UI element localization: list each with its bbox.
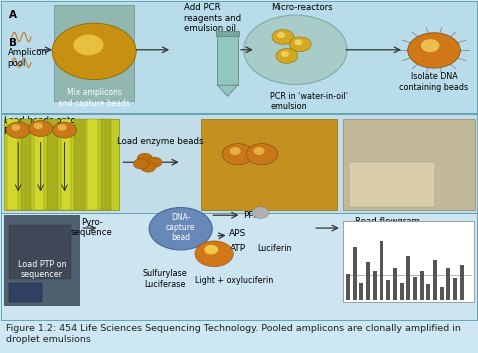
FancyBboxPatch shape — [1, 114, 477, 213]
FancyBboxPatch shape — [353, 247, 357, 300]
FancyBboxPatch shape — [386, 280, 390, 300]
Text: Pyro-
sequence: Pyro- sequence — [71, 218, 113, 237]
Text: APS: APS — [229, 229, 246, 238]
Text: Isolate DNA
containing beads: Isolate DNA containing beads — [400, 72, 468, 92]
Circle shape — [230, 148, 240, 154]
Circle shape — [29, 120, 53, 137]
FancyBboxPatch shape — [343, 119, 475, 210]
FancyBboxPatch shape — [34, 119, 44, 210]
FancyBboxPatch shape — [21, 119, 31, 210]
Circle shape — [133, 159, 149, 169]
Text: ATP: ATP — [229, 245, 246, 253]
FancyBboxPatch shape — [87, 119, 98, 210]
Text: Micro-reactors: Micro-reactors — [271, 2, 333, 12]
Circle shape — [12, 125, 20, 130]
Text: A: A — [9, 10, 17, 20]
FancyBboxPatch shape — [440, 287, 444, 300]
Circle shape — [137, 153, 152, 163]
FancyBboxPatch shape — [406, 256, 410, 300]
FancyBboxPatch shape — [47, 119, 58, 210]
FancyBboxPatch shape — [420, 271, 424, 300]
Circle shape — [149, 208, 212, 250]
Circle shape — [205, 245, 217, 254]
FancyBboxPatch shape — [349, 162, 435, 207]
Circle shape — [147, 157, 162, 167]
FancyBboxPatch shape — [54, 5, 134, 101]
Text: PCR in ‘water-in-oil’
emulsion: PCR in ‘water-in-oil’ emulsion — [270, 92, 348, 111]
FancyBboxPatch shape — [446, 268, 450, 300]
Circle shape — [276, 48, 298, 63]
Circle shape — [246, 144, 278, 165]
Text: Sulfurylase
Luciferase: Sulfurylase Luciferase — [142, 269, 187, 289]
Text: Add PCR
reagents and
emulsion oil: Add PCR reagents and emulsion oil — [184, 3, 241, 33]
FancyBboxPatch shape — [74, 119, 85, 210]
FancyBboxPatch shape — [1, 213, 477, 320]
FancyBboxPatch shape — [426, 284, 430, 300]
Text: Load beads onto
PicoTiter™ plate: Load beads onto PicoTiter™ plate — [4, 116, 76, 136]
FancyBboxPatch shape — [201, 119, 337, 210]
Circle shape — [222, 144, 254, 165]
FancyBboxPatch shape — [101, 119, 111, 210]
Circle shape — [244, 15, 347, 84]
Text: Figure 1.2: 454 Life Sciences Sequencing Technology. Pooled amplicons are clonal: Figure 1.2: 454 Life Sciences Sequencing… — [6, 324, 461, 344]
FancyBboxPatch shape — [61, 119, 71, 210]
FancyBboxPatch shape — [453, 278, 457, 300]
FancyBboxPatch shape — [217, 35, 238, 85]
Circle shape — [272, 30, 294, 44]
Text: Load PTP on
sequencer: Load PTP on sequencer — [18, 259, 66, 279]
Circle shape — [6, 122, 30, 138]
Circle shape — [408, 33, 460, 68]
FancyBboxPatch shape — [346, 274, 350, 300]
Text: Luciferin: Luciferin — [258, 245, 292, 253]
FancyBboxPatch shape — [343, 221, 474, 302]
FancyBboxPatch shape — [433, 260, 437, 300]
FancyBboxPatch shape — [216, 31, 239, 36]
Circle shape — [34, 123, 42, 128]
Text: Load enzyme beads: Load enzyme beads — [117, 137, 203, 146]
FancyBboxPatch shape — [1, 1, 477, 113]
Text: PPi: PPi — [243, 211, 257, 220]
FancyBboxPatch shape — [413, 277, 417, 300]
Circle shape — [53, 122, 76, 138]
FancyBboxPatch shape — [366, 262, 370, 300]
FancyBboxPatch shape — [9, 225, 71, 280]
FancyBboxPatch shape — [359, 282, 363, 300]
Circle shape — [278, 33, 284, 37]
Circle shape — [295, 40, 302, 44]
Circle shape — [74, 35, 103, 55]
FancyBboxPatch shape — [9, 283, 42, 302]
FancyBboxPatch shape — [393, 268, 397, 300]
Circle shape — [141, 162, 156, 172]
FancyBboxPatch shape — [4, 215, 79, 305]
Text: Read flowgram: Read flowgram — [355, 217, 420, 226]
FancyBboxPatch shape — [400, 282, 403, 300]
FancyBboxPatch shape — [380, 241, 383, 300]
FancyBboxPatch shape — [7, 119, 18, 210]
FancyBboxPatch shape — [373, 271, 377, 300]
Text: Mix amplicons
and capture beads: Mix amplicons and capture beads — [58, 88, 130, 108]
Circle shape — [254, 148, 264, 154]
Circle shape — [252, 207, 269, 219]
FancyBboxPatch shape — [4, 119, 119, 210]
Text: Amplicon
pool: Amplicon pool — [8, 48, 48, 67]
Circle shape — [422, 40, 439, 52]
Text: Light + oxyluciferin: Light + oxyluciferin — [195, 276, 273, 285]
Circle shape — [52, 23, 136, 80]
Polygon shape — [217, 85, 238, 96]
FancyBboxPatch shape — [460, 265, 464, 300]
Circle shape — [282, 52, 288, 56]
Circle shape — [58, 125, 66, 130]
Text: B: B — [9, 38, 17, 48]
Text: DNA-
capture
bead: DNA- capture bead — [166, 213, 196, 242]
Circle shape — [289, 37, 311, 52]
Circle shape — [195, 241, 233, 267]
